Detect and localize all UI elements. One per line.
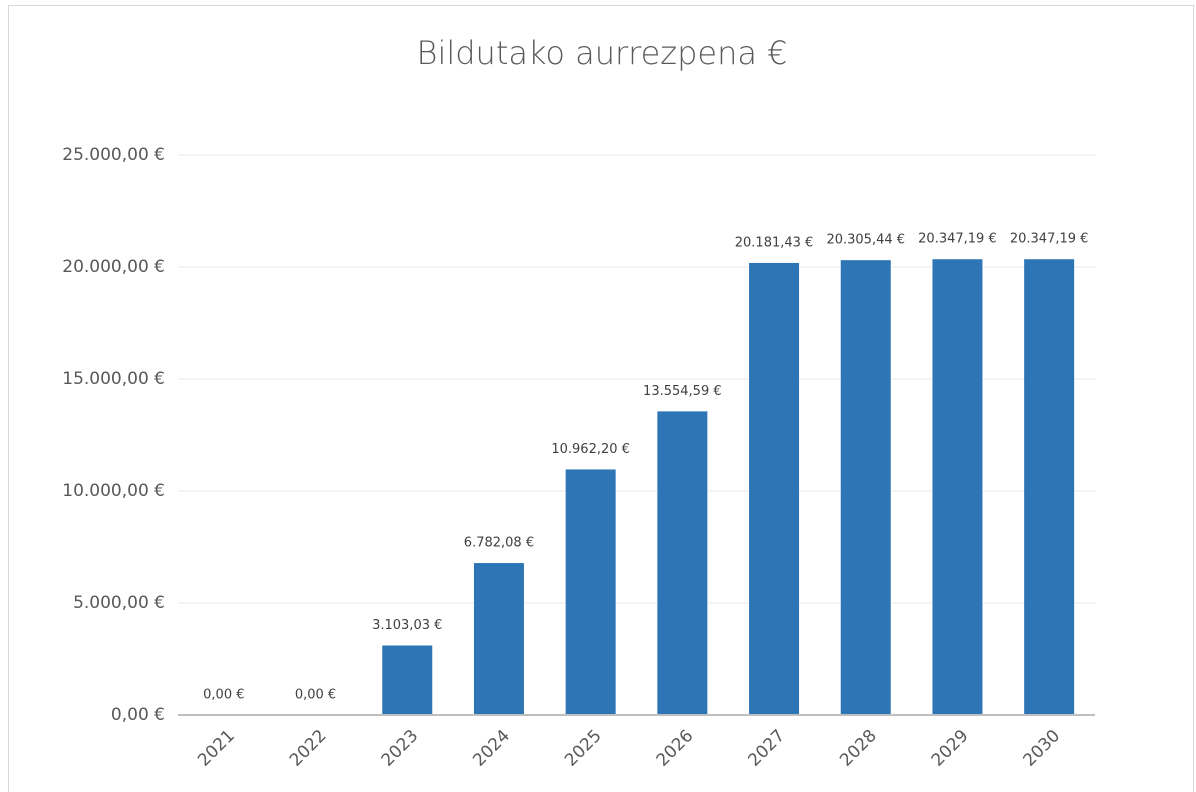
y-tick-label: 5.000,00 € xyxy=(73,593,165,613)
chart-title: Bildutako aurrezpena € xyxy=(416,34,787,72)
bar xyxy=(932,259,983,715)
x-tick-label: 2022 xyxy=(286,726,331,771)
data-label: 3.103,03 € xyxy=(372,618,442,633)
data-label: 20.347,19 € xyxy=(918,232,997,247)
y-tick-label: 10.000,00 € xyxy=(62,481,165,501)
data-label: 10.962,20 € xyxy=(551,442,630,457)
y-tick-label: 15.000,00 € xyxy=(62,369,165,389)
bar xyxy=(382,645,433,715)
x-tick-label: 2028 xyxy=(836,726,881,771)
x-tick-label: 2026 xyxy=(653,726,698,771)
x-tick-label: 2024 xyxy=(469,726,514,771)
data-label: 0,00 € xyxy=(203,688,244,703)
data-label: 20.347,19 € xyxy=(1010,232,1089,247)
data-label: 6.782,08 € xyxy=(464,536,534,551)
data-label: 20.181,43 € xyxy=(735,235,814,250)
bar xyxy=(657,411,708,715)
y-tick-label: 25.000,00 € xyxy=(62,145,165,165)
x-tick-label: 2025 xyxy=(561,726,606,771)
bar xyxy=(565,469,616,715)
chart-frame xyxy=(8,5,1194,792)
bar xyxy=(840,260,891,715)
bar xyxy=(473,563,524,715)
x-tick-label: 2023 xyxy=(378,726,423,771)
x-tick-label: 2029 xyxy=(928,726,973,771)
data-label: 20.305,44 € xyxy=(826,233,905,248)
y-tick-label: 0,00 € xyxy=(111,705,165,725)
bar xyxy=(1024,259,1075,715)
x-tick-label: 2021 xyxy=(194,726,239,771)
y-tick-label: 20.000,00 € xyxy=(62,257,165,277)
bar xyxy=(749,262,800,715)
data-label: 13.554,59 € xyxy=(643,384,722,399)
x-tick-label: 2030 xyxy=(1019,726,1064,771)
x-tick-label: 2027 xyxy=(744,726,789,771)
data-label: 0,00 € xyxy=(295,688,336,703)
